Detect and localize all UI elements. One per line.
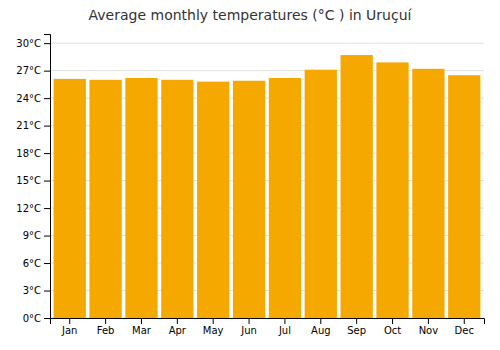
y-tick-mark	[44, 236, 50, 237]
x-axis-line	[51, 319, 485, 325]
x-tick-label: Nov	[419, 325, 439, 336]
y-tick: 3°C	[23, 285, 50, 296]
x-tick: Dec	[455, 318, 474, 336]
x-tick: May	[203, 318, 224, 336]
bar	[448, 75, 480, 318]
title: Average monthly temperatures (°C ) in Ur…	[89, 7, 413, 23]
x-tick-mark	[213, 318, 214, 324]
x-tick-mark	[284, 318, 285, 324]
y-tick: 30°C	[16, 38, 50, 49]
y-axis: 0°C 3°C 6°C 9°C 12°C 15°C 18°C 21°C 24°C 27°C 30°C	[16, 35, 50, 324]
x-tick: Apr	[169, 318, 187, 336]
x-tick-label: Jan	[61, 325, 77, 336]
x-tick: Oct	[384, 318, 401, 336]
bar	[89, 80, 121, 318]
chart: Average monthly temperatures (°C ) in Ur…	[0, 0, 500, 350]
x-tick: Feb	[97, 318, 115, 336]
x-tick-label: Aug	[311, 325, 331, 336]
x-tick: Jun	[240, 318, 257, 336]
x-tick-label: Apr	[169, 325, 187, 336]
y-tick-mark	[44, 318, 50, 319]
x-tick-mark	[249, 318, 250, 324]
y-tick: 0°C	[23, 313, 50, 324]
grid	[50, 43, 484, 318]
x-tick-label: Mar	[132, 325, 152, 336]
x-tick: Aug	[311, 318, 331, 336]
x-tick: Jul	[278, 318, 291, 336]
y-tick: 21°C	[16, 120, 50, 131]
x-tick: Jan	[61, 318, 77, 336]
y-tick: 15°C	[16, 175, 50, 186]
x-tick-label: Feb	[97, 325, 115, 336]
x-tick-label: May	[203, 325, 224, 336]
y-axis-line	[44, 35, 51, 319]
x-tick-mark	[428, 318, 429, 324]
x-tick-mark	[320, 318, 321, 324]
bar	[197, 82, 229, 318]
x-tick-mark	[356, 318, 357, 324]
x-tick-label: Dec	[455, 325, 474, 336]
plot: 0°C 3°C 6°C 9°C 12°C 15°C 18°C 21°C 24°C 27°C 30°C…	[16, 35, 484, 337]
bar	[269, 78, 301, 318]
x-tick-mark	[105, 318, 106, 324]
y-tick: 9°C	[23, 230, 50, 241]
x-tick-mark	[464, 318, 465, 324]
y-tick-label: 30°C	[16, 38, 41, 49]
y-tick-mark	[44, 126, 50, 127]
y-tick-label: 24°C	[16, 93, 41, 104]
y-tick-label: 12°C	[16, 203, 41, 214]
bar	[54, 79, 86, 318]
y-tick-mark	[44, 181, 50, 182]
y-tick: 12°C	[16, 203, 50, 214]
bar	[233, 81, 265, 318]
y-tick-label: 21°C	[16, 120, 41, 131]
x-tick-label: Jul	[278, 325, 291, 336]
x-tick-label: Jun	[240, 325, 257, 336]
y-tick-label: 3°C	[23, 285, 41, 296]
y-tick-label: 0°C	[23, 313, 41, 324]
y-tick: 27°C	[16, 65, 50, 76]
bar	[376, 62, 408, 318]
y-tick: 18°C	[16, 148, 50, 159]
x-tick-mark	[392, 318, 393, 324]
y-tick-mark	[44, 98, 50, 99]
y-tick: 24°C	[16, 93, 50, 104]
x-axis: Jan Feb Mar Apr May Jun Jul Aug Sep Oct Nov Dec	[51, 318, 485, 336]
y-tick-mark	[44, 208, 50, 209]
y-tick-label: 27°C	[16, 65, 41, 76]
x-tick-label: Sep	[347, 325, 366, 336]
y-tick-label: 9°C	[23, 230, 41, 241]
bar	[161, 80, 193, 318]
y-tick-mark	[44, 153, 50, 154]
bar	[125, 78, 157, 318]
bar	[305, 70, 337, 318]
y-tick: 6°C	[23, 258, 50, 269]
grid-line	[50, 43, 484, 44]
y-tick-label: 6°C	[23, 258, 41, 269]
x-tick-mark	[141, 318, 142, 324]
y-tick-mark	[44, 263, 50, 264]
x-tick-label: Oct	[384, 325, 401, 336]
x-tick: Sep	[347, 318, 366, 336]
x-tick-mark	[69, 318, 70, 324]
x-tick-mark	[177, 318, 178, 324]
y-tick-mark	[44, 71, 50, 72]
y-tick-mark	[44, 291, 50, 292]
bar	[412, 69, 444, 318]
x-tick: Mar	[132, 318, 152, 336]
y-tick-mark	[44, 43, 50, 44]
bars	[54, 55, 481, 318]
x-tick: Nov	[419, 318, 439, 336]
bar	[341, 55, 373, 318]
y-tick-label: 15°C	[16, 175, 41, 186]
y-tick-label: 18°C	[16, 148, 41, 159]
